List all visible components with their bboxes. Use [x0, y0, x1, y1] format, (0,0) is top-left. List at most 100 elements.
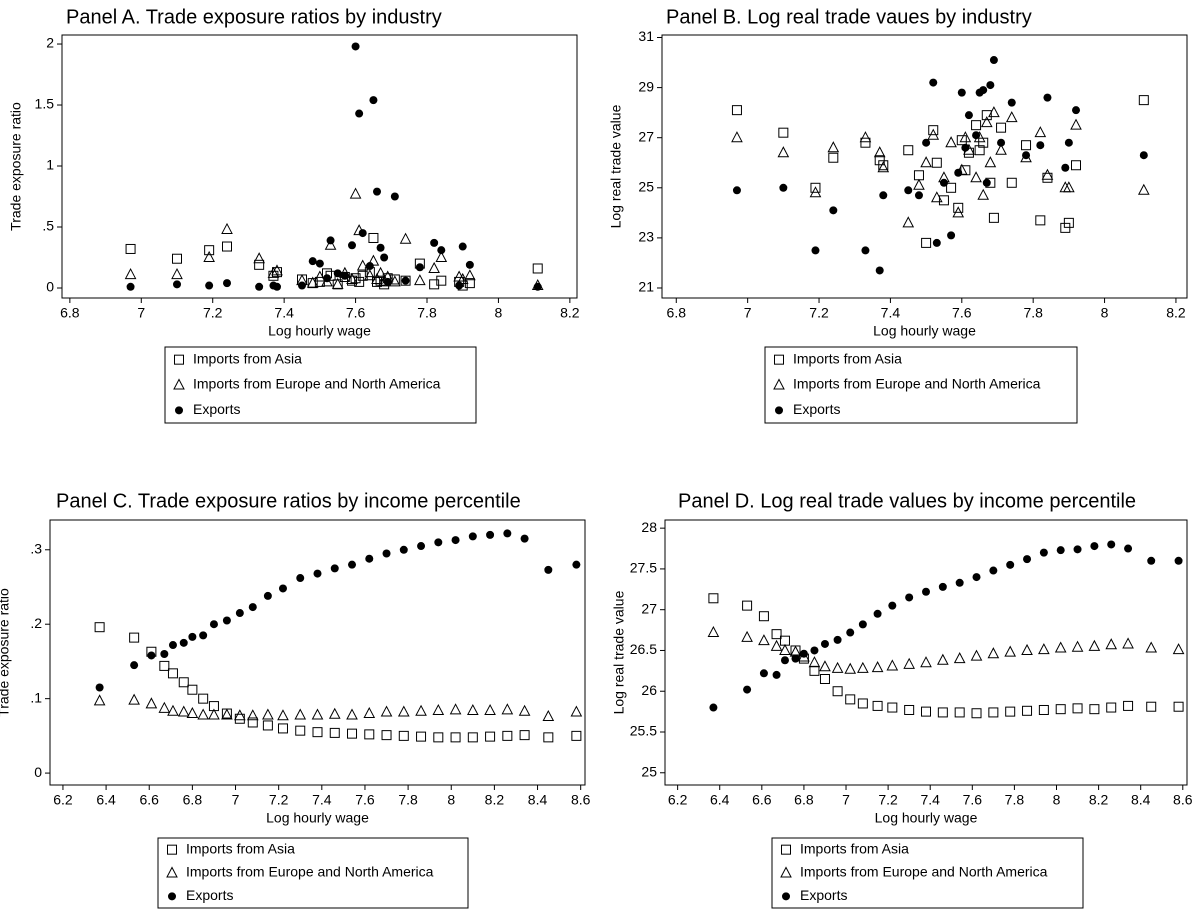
marker-triangle [453, 270, 465, 282]
marker-triangle [959, 131, 972, 143]
marker-circle [340, 271, 349, 280]
marker-triangle [859, 131, 872, 143]
marker-circle [1107, 540, 1116, 549]
marker-circle [223, 279, 231, 288]
marker-triangle [267, 266, 280, 278]
marker-circle [989, 566, 998, 575]
marker-triangle [970, 649, 983, 661]
marker-triangle [177, 705, 190, 717]
marker-circle [955, 578, 964, 587]
marker-square [198, 693, 209, 704]
marker-square [778, 127, 789, 138]
marker-triangle [346, 708, 358, 720]
marker-square [125, 243, 136, 254]
marker-circle [833, 635, 842, 644]
marker-triangle [203, 250, 215, 263]
marker-triangle [1054, 641, 1067, 653]
marker-circle [382, 549, 391, 558]
marker-triangle [970, 171, 982, 183]
marker-circle [160, 649, 169, 658]
marker-square [347, 728, 358, 739]
x-tick-label: 8.2 [1166, 305, 1186, 321]
marker-square [742, 600, 753, 611]
marker-circle [486, 530, 495, 539]
marker-triangle [903, 657, 915, 669]
marker-triangle [877, 161, 890, 173]
marker-circle [1090, 542, 1099, 551]
marker-circle [199, 631, 208, 640]
x-tick-label: 7.2 [269, 792, 289, 808]
y-axis-label: Log real trade value [611, 590, 627, 714]
x-tick-label: 7.2 [878, 792, 898, 808]
marker-triangle [428, 261, 440, 273]
marker-circle [298, 281, 306, 290]
marker-triangle [1038, 643, 1050, 655]
x-tick-label: 7 [137, 305, 145, 321]
marker-triangle [758, 634, 770, 646]
marker-square [931, 157, 942, 168]
marker-square [172, 253, 182, 264]
marker-square [913, 170, 924, 181]
x-axis-label: Log hourly wage [875, 810, 978, 826]
legend-marker [173, 378, 185, 390]
marker-circle [355, 109, 364, 118]
marker-triangle [1063, 181, 1075, 193]
y-tick-label: 27 [641, 600, 657, 616]
marker-circle [417, 542, 426, 551]
marker-circle [533, 282, 542, 291]
marker-circle [263, 591, 272, 600]
marker-square [350, 273, 361, 284]
marker-triangle [920, 656, 932, 668]
marker-triangle [331, 277, 344, 289]
marker-circle [465, 260, 474, 269]
marker-triangle [1041, 168, 1054, 180]
marker-triangle [1172, 643, 1185, 655]
marker-circle [168, 641, 177, 650]
marker-circle [780, 656, 789, 665]
marker-circle [1039, 548, 1048, 557]
marker-circle [905, 593, 914, 602]
chart-title: Panel D. Log real trade values by income… [678, 490, 1136, 512]
marker-triangle [827, 141, 840, 153]
marker-circle [430, 238, 439, 247]
x-axis-label: Log hourly wage [873, 323, 976, 339]
marker-square [819, 674, 830, 684]
marker-triangle [306, 276, 319, 288]
x-tick-label: 7.2 [809, 305, 829, 321]
marker-triangle [995, 143, 1007, 155]
legend-label: Imports from Europe and North America [800, 864, 1048, 880]
marker-square [1173, 701, 1184, 712]
marker-circle [1072, 106, 1081, 115]
marker-triangle [1105, 638, 1118, 650]
marker-circle [222, 616, 231, 625]
marker-square [167, 668, 178, 679]
marker-square [981, 110, 992, 121]
marker-circle [873, 609, 882, 618]
marker-square [874, 155, 885, 166]
x-tick-label: 6.8 [667, 305, 687, 321]
marker-triangle [294, 708, 307, 720]
marker-square [502, 730, 513, 741]
marker-circle [1139, 151, 1148, 160]
marker-square [872, 700, 883, 711]
y-tick-label: 23 [638, 229, 654, 245]
marker-square [1146, 701, 1157, 712]
marker-square [956, 135, 967, 146]
marker-triangle [246, 709, 259, 721]
marker-circle [333, 269, 342, 278]
marker-circle [173, 280, 181, 289]
marker-circle [820, 639, 829, 648]
marker-circle [273, 282, 281, 291]
marker-triangle [314, 270, 326, 282]
y-tick-label: 25 [641, 763, 657, 779]
legend-label: Imports from Asia [800, 840, 909, 856]
chart-title: Panel B. Log real trade vaues by industr… [666, 6, 1032, 28]
marker-triangle [1070, 118, 1082, 130]
marker-circle [947, 231, 956, 240]
marker-square [433, 732, 444, 743]
marker-triangle [221, 222, 233, 234]
marker-square [860, 137, 871, 148]
x-tick-label: 8 [1101, 305, 1109, 321]
marker-triangle [937, 653, 949, 665]
marker-circle [415, 263, 424, 272]
